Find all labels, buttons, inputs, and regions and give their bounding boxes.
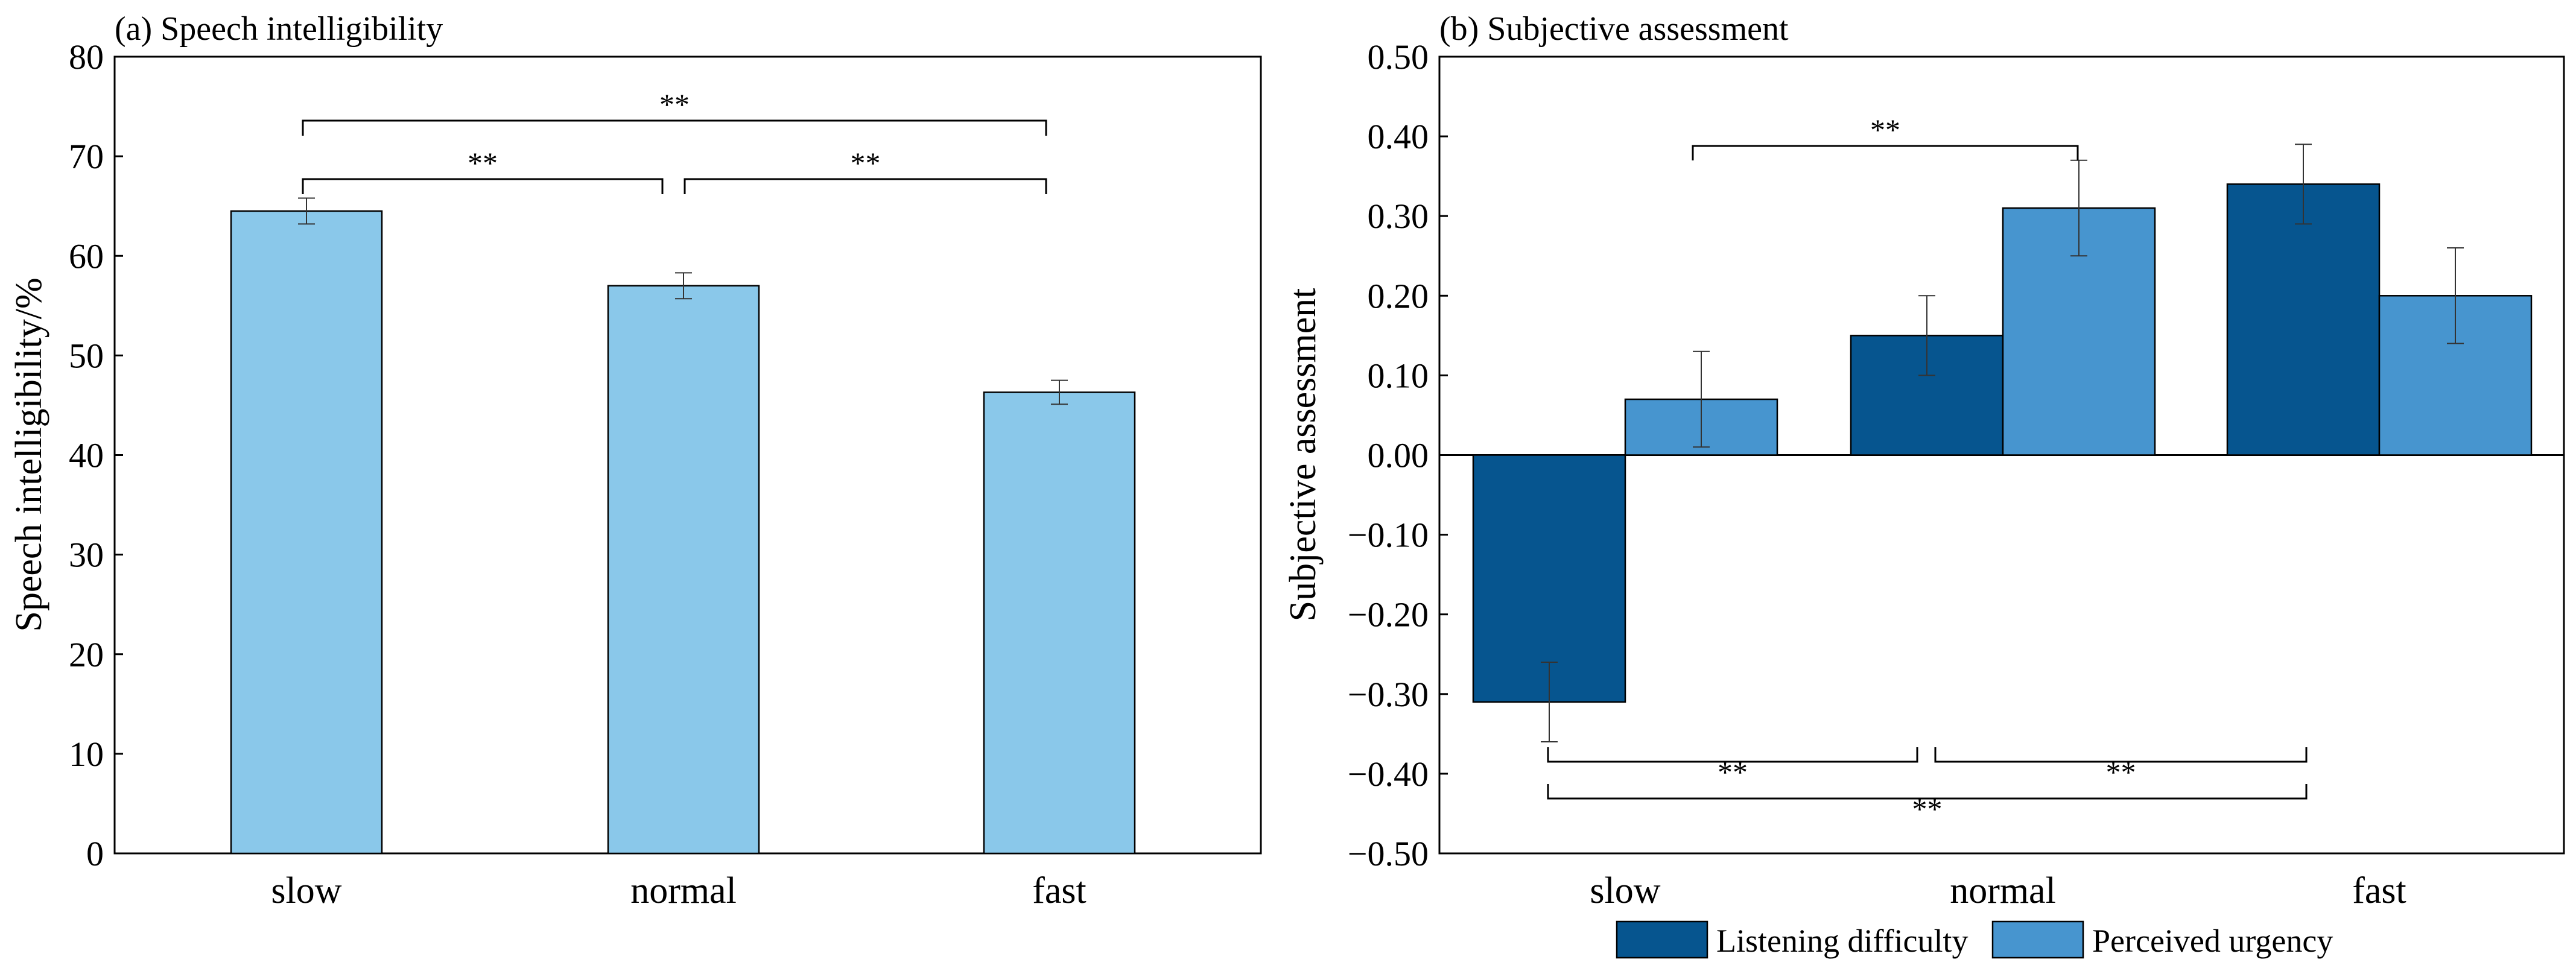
panel-b-y-tick-label: −0.40 (1348, 754, 1429, 794)
panel-a-y-tick-label: 10 (69, 735, 104, 774)
panel-a-y-tick-label: 60 (69, 236, 104, 276)
panel-b-y-tick-label: −0.30 (1348, 675, 1429, 714)
panel-b-legend: Listening difficulty Perceived urgency (1616, 920, 2333, 959)
panel-a-category-normal: normal (630, 870, 737, 911)
panel-b-category-normal: normal (1950, 870, 2056, 911)
panel-a-y-ticks: 0 10 20 30 40 50 60 70 80 (69, 37, 123, 873)
panel-b-significance: ** ** ** ** (1547, 113, 2308, 826)
panel-b-sig-bracket-difficulty-slow-normal-label: ** (1718, 755, 1748, 789)
panel-a-sig-bracket-slow-fast (302, 119, 1047, 136)
panel-a-sig-bracket-normal-fast (684, 178, 1047, 194)
panel-a-y-tick-label: 20 (69, 635, 104, 674)
panel-b-error-bar-perceived-urgency-fast (2447, 247, 2464, 344)
panel-a-y-axis-label: Speech intelligibility/% (8, 277, 49, 631)
panel-b-subjective-assessment: (b) Subjective assessment Subjective ass… (1283, 10, 2565, 959)
panel-a-error-bar-fast (1051, 379, 1068, 405)
panel-b-y-tick-label: −0.50 (1348, 834, 1429, 873)
panel-a-y-tick-label: 50 (69, 336, 104, 375)
panel-b-sig-bracket-difficulty-normal-fast-label: ** (2106, 755, 2136, 789)
panel-b-error-bar-perceived-urgency-slow (1693, 350, 1710, 448)
panel-b-y-tick-label: 0.40 (1368, 117, 1429, 156)
panel-b-sig-bracket-urgency-slow-normal (1692, 145, 2079, 160)
panel-b-title: (b) Subjective assessment (1439, 10, 1789, 48)
panel-a-sig-bracket-slow-fast-label: ** (659, 87, 690, 121)
panel-a-category-labels: slow normal fast (271, 870, 1086, 911)
panel-b-y-axis-label: Subjective assessment (1283, 288, 1324, 622)
panel-b-bar-listening-difficulty-fast (2226, 183, 2381, 456)
panel-a-error-bar-slow (298, 197, 315, 225)
panel-a-error-bars (298, 197, 1068, 405)
panel-b-sig-bracket-difficulty-slow-fast (1547, 784, 2308, 800)
panel-a-y-tick-label: 0 (86, 834, 104, 873)
panel-b-y-tick-label: −0.10 (1348, 516, 1429, 555)
legend-perceived-urgency-swatch (1991, 920, 2084, 959)
legend-listening-difficulty-swatch (1616, 920, 1708, 959)
panel-a-y-tick-label: 80 (69, 37, 104, 77)
panel-b-y-tick-label: 0.10 (1368, 356, 1429, 395)
panel-a-bar-normal (607, 285, 760, 855)
panel-b-error-bar-listening-difficulty-fast (2295, 144, 2312, 225)
panel-b-category-fast: fast (2352, 870, 2406, 911)
panel-b-category-labels: slow normal fast (1590, 870, 2406, 911)
legend-perceived-urgency-label: Perceived urgency (2092, 923, 2333, 959)
panel-a-sig-bracket-slow-normal-label: ** (468, 146, 498, 180)
panel-b-sig-bracket-difficulty-slow-fast-label: ** (1912, 792, 1943, 826)
panel-a-y-tick-label: 30 (69, 536, 104, 575)
legend-listening-difficulty-label: Listening difficulty (1716, 923, 1968, 959)
panel-b-category-slow: slow (1590, 870, 1660, 911)
panel-a-error-bar-normal (675, 272, 692, 300)
panel-a-title: (a) Speech intelligibility (115, 10, 443, 48)
panel-b-bars (1472, 183, 2533, 703)
panel-b-y-tick-label: −0.20 (1348, 595, 1429, 634)
panel-b-y-ticks: −0.50 −0.40 −0.30 −0.20 −0.10 0.00 0.10 0.20 0.3… (1348, 37, 1448, 873)
panel-a-sig-bracket-normal-fast-label: ** (851, 146, 881, 180)
panel-b-y-tick-label: 0.50 (1368, 37, 1429, 77)
panel-a-y-tick-label: 40 (69, 436, 104, 475)
panel-b-error-bar-listening-difficulty-slow (1541, 661, 1558, 743)
panel-a-sig-bracket-slow-normal (302, 178, 664, 194)
panel-b-y-tick-label: 0.00 (1368, 436, 1429, 475)
panel-b-sig-bracket-difficulty-slow-normal (1547, 747, 1918, 763)
panel-a-category-fast: fast (1032, 870, 1087, 911)
panel-b-bar-listening-difficulty-slow (1472, 454, 1626, 703)
panel-a-bar-fast (983, 391, 1136, 855)
panel-b-sig-bracket-urgency-slow-normal-label: ** (1870, 113, 1900, 147)
panel-a-significance: ** ** ** (302, 87, 1047, 194)
panel-b-y-tick-label: 0.30 (1368, 197, 1429, 236)
panel-a-category-slow: slow (271, 870, 341, 911)
panel-b-error-bar-perceived-urgency-normal (2070, 159, 2087, 257)
panel-b-error-bars (1541, 144, 2464, 743)
panel-a-speech-intelligibility: (a) Speech intelligibility Speech intell… (8, 10, 1262, 911)
panel-b-error-bar-listening-difficulty-normal (1918, 295, 1935, 376)
panel-a-bars (230, 210, 1136, 855)
panel-b-sig-bracket-difficulty-normal-fast (1934, 747, 2308, 763)
panel-a-y-tick-label: 70 (69, 137, 104, 176)
panel-a-bar-slow (230, 210, 383, 855)
panel-b-y-tick-label: 0.20 (1368, 276, 1429, 315)
